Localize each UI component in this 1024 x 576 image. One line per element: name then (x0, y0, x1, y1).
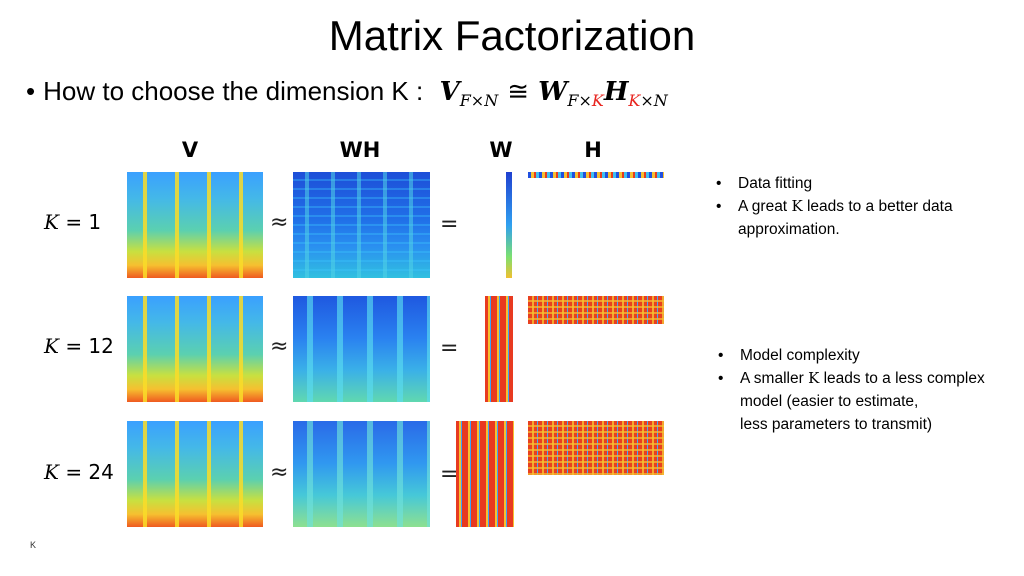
note-continuation: model (easier to estimate, (740, 393, 919, 410)
note-continuation: approximation. (738, 221, 840, 238)
spectrogram-wh-k24 (293, 421, 430, 527)
slide-title: Matrix Factorization (328, 12, 696, 59)
formula-v: V (439, 77, 460, 107)
k-label-12: K = 12 (44, 334, 114, 358)
k-label-1: K = 1 (44, 210, 102, 234)
col-header-v: V (181, 138, 199, 162)
approx-symbol-k24: ≈ (270, 460, 289, 485)
spectrogram-v-k24 (127, 421, 263, 527)
spectrogram-wh-k1 (293, 172, 430, 278)
formula-v-sub: F×N (459, 91, 499, 111)
h-matrix-k1 (528, 172, 664, 178)
formula-w-sub-k: K (591, 91, 604, 111)
formula-w: W (538, 77, 568, 107)
equals-symbol-k12: = (440, 336, 459, 361)
approx-symbol-k1: ≈ (270, 210, 289, 235)
note-item: • A smaller K leads to a less complex (718, 369, 985, 387)
approx-symbol-k12: ≈ (270, 334, 289, 359)
factorization-formula: VF×N ≅ WF×KHK×N (430, 77, 668, 111)
note-item: • Model complexity (718, 347, 860, 364)
note-item: • Data fitting (716, 175, 813, 192)
note-continuation: less parameters to transmit) (740, 416, 933, 433)
footer-mark: K (30, 540, 37, 550)
notes-data-fitting: • Data fitting • A great K leads to a bett… (716, 172, 953, 241)
notes-model-complexity: • Model complexity • A smaller K leads to … (718, 344, 985, 436)
spectrogram-v-k1 (127, 172, 263, 278)
w-matrix-k24 (456, 421, 514, 527)
h-matrix-k24 (528, 421, 664, 475)
main-bullet: • How to choose the dimension K : VF×N ≅ … (26, 76, 668, 110)
k-label-24: K = 24 (44, 460, 114, 484)
formula-h-sub: ×N (640, 91, 668, 111)
col-header-w: W (489, 138, 513, 162)
spectrogram-wh-k12 (293, 296, 430, 402)
h-matrix-k12 (528, 296, 664, 324)
formula-h: H (603, 77, 629, 107)
col-header-wh: WH (339, 138, 381, 162)
note-item: • A great K leads to a better data (716, 197, 953, 215)
formula-w-sub: F× (567, 91, 592, 111)
equals-symbol-k1: = (440, 212, 459, 237)
bullet-text: How to choose the dimension K : (43, 76, 424, 106)
spectrogram-v-k12 (127, 296, 263, 402)
w-matrix-k1 (506, 172, 512, 278)
bullet-marker: • (26, 76, 36, 106)
equals-symbol-k24: = (440, 462, 459, 487)
w-matrix-k12 (485, 296, 513, 402)
formula-approx: ≅ (507, 77, 530, 107)
formula-h-sub-k: K (628, 91, 641, 111)
col-header-h: H (584, 138, 602, 162)
